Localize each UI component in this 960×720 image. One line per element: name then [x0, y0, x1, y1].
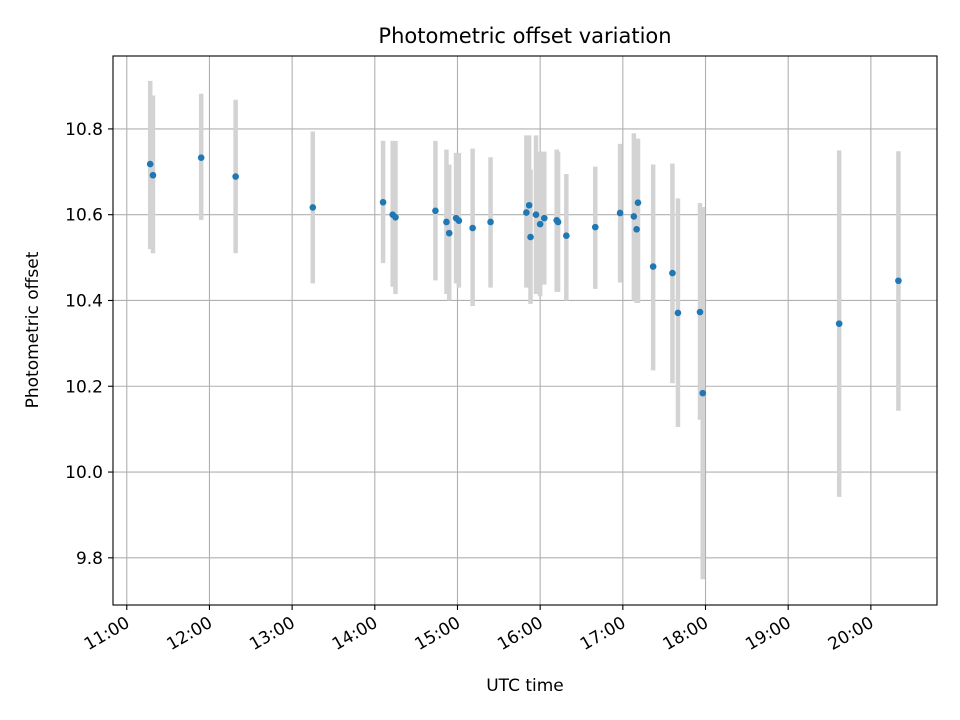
data-point: [591, 223, 599, 231]
data-point: [634, 199, 642, 206]
data-point: [563, 232, 570, 240]
x-tick-label: 18:00: [660, 613, 712, 655]
x-axis-label: UTC time: [486, 676, 564, 696]
grid-lines: [113, 56, 937, 605]
data-point: [527, 233, 534, 241]
data-point: [633, 225, 640, 233]
data-point: [523, 209, 530, 216]
data-point: [197, 154, 205, 161]
data-point: [696, 308, 704, 316]
x-axis-ticks: 11:00 12:00 13:00 14:00 15:00 16:00 17:00 18:00…: [81, 605, 877, 655]
data-point: [649, 263, 657, 270]
data-point: [630, 213, 638, 220]
data-point: [146, 160, 154, 168]
y-axis-ticks: 9.8 10.0 10.2 10.4 10.6 10.8: [65, 120, 113, 569]
x-tick-label: 13:00: [246, 613, 298, 655]
y-tick-label: 10.8: [65, 120, 103, 140]
y-axis-label: Photometric offset: [23, 251, 43, 408]
y-tick-label: 9.8: [76, 549, 103, 569]
y-tick-label: 10.2: [65, 377, 103, 397]
data-point: [445, 229, 453, 237]
data-point: [895, 277, 902, 285]
chart-title: Photometric offset variation: [378, 24, 671, 48]
x-tick-label: 16:00: [494, 613, 546, 655]
y-tick-label: 10.4: [65, 291, 103, 311]
data-point: [616, 209, 624, 217]
data-point: [835, 320, 843, 327]
data-point: [392, 213, 399, 221]
x-tick-label: 14:00: [329, 613, 381, 655]
data-point: [554, 218, 562, 226]
data-point: [536, 220, 544, 228]
data-point: [469, 224, 476, 232]
data-point: [532, 211, 540, 218]
data-point: [232, 173, 239, 180]
x-tick-label: 19:00: [742, 613, 794, 655]
x-tick-label: 12:00: [164, 613, 216, 655]
data-point: [455, 217, 463, 224]
data-point: [149, 171, 157, 179]
x-tick-label: 11:00: [81, 613, 133, 655]
x-tick-label: 15:00: [412, 613, 464, 655]
x-tick-label: 17:00: [577, 613, 629, 655]
data-point: [525, 201, 533, 209]
error-bars: [147, 80, 901, 580]
data-point: [487, 218, 494, 226]
data-point: [309, 204, 317, 211]
data-point: [699, 389, 707, 397]
x-tick-label: 20:00: [825, 613, 877, 655]
data-point: [432, 207, 439, 215]
data-point: [669, 269, 676, 277]
data-point: [379, 198, 387, 206]
y-tick-label: 10.6: [65, 206, 103, 226]
plot-frame: [112, 55, 938, 606]
y-tick-label: 10.0: [65, 463, 103, 483]
data-points: [146, 154, 902, 397]
data-point: [443, 218, 450, 226]
data-point: [540, 214, 548, 222]
data-point: [674, 309, 682, 317]
